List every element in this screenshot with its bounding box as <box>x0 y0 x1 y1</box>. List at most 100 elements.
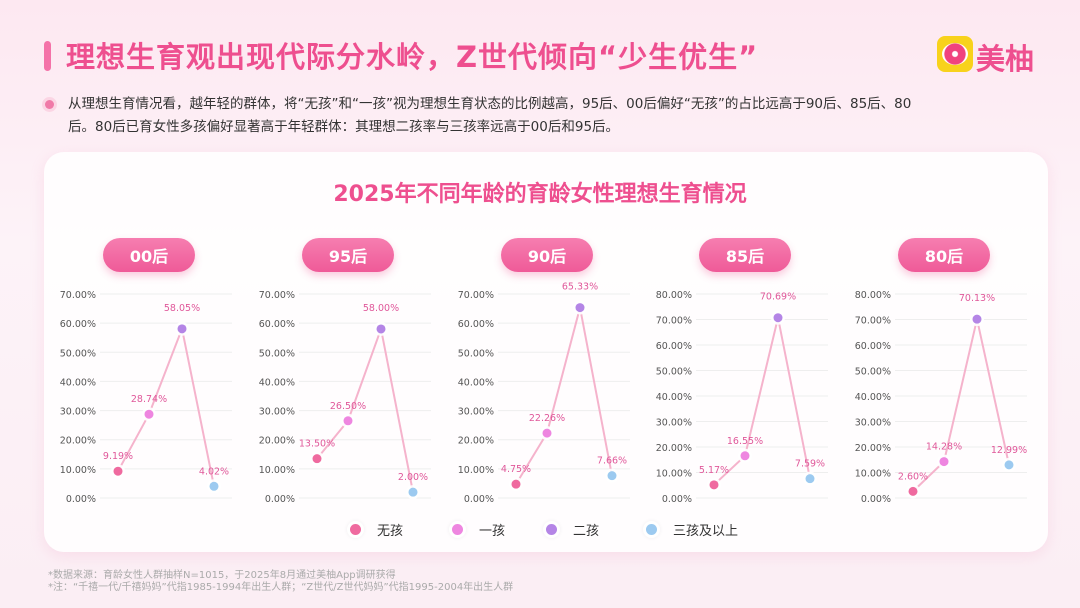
y-tick-label: 60.00% <box>656 341 692 352</box>
y-tick-label: 70.00% <box>60 290 96 301</box>
panel-label-3: 85后 <box>699 238 791 272</box>
y-tick-label: 50.00% <box>259 348 295 359</box>
y-tick-label: 50.00% <box>855 367 891 378</box>
title-accent-bar <box>44 41 51 71</box>
y-tick-label: 60.00% <box>259 319 295 330</box>
series-line <box>316 325 414 493</box>
data-label: 7.66% <box>597 456 627 467</box>
bullet-icon <box>45 100 54 109</box>
panel-label-0: 00后 <box>103 238 195 272</box>
y-tick-label: 50.00% <box>458 348 494 359</box>
data-label: 26.50% <box>330 401 366 412</box>
data-label: 16.55% <box>727 436 763 447</box>
y-tick-label: 80.00% <box>656 290 692 301</box>
legend-label: 无孩 <box>377 524 404 539</box>
series-line <box>912 318 1010 493</box>
y-tick-label: 50.00% <box>60 348 96 359</box>
legend-item-2: 二孩 <box>546 520 599 539</box>
y-tick-label: 20.00% <box>855 443 891 454</box>
data-point-二孩 <box>972 314 982 324</box>
y-tick-label: 40.00% <box>656 392 692 403</box>
y-tick-label: 40.00% <box>259 377 295 388</box>
data-point-无孩 <box>908 486 918 496</box>
data-point-一孩 <box>740 451 750 461</box>
y-tick-label: 0.00% <box>464 494 494 505</box>
y-tick-label: 50.00% <box>656 367 692 378</box>
y-tick-label: 70.00% <box>656 316 692 327</box>
series-line <box>713 317 811 486</box>
legend-dot-icon <box>350 524 361 535</box>
data-point-无孩 <box>312 454 322 464</box>
data-point-二孩 <box>376 324 386 334</box>
data-label: 5.17% <box>699 465 729 476</box>
data-point-无孩 <box>113 466 123 476</box>
y-tick-label: 10.00% <box>656 469 692 480</box>
data-label: 58.05% <box>164 303 200 314</box>
y-tick-label: 70.00% <box>458 290 494 301</box>
definition-note: *注：“千禧一代/千禧妈妈”代指1985-1994年出生人群；“Z世代/Z世代妈… <box>48 582 514 593</box>
y-tick-label: 60.00% <box>855 341 891 352</box>
line-chart-95后: 0.00% 10.00% 20.00% 30.00% 40.00% 50.00% 60.00… <box>259 290 431 505</box>
data-label: 58.00% <box>363 303 399 314</box>
data-point-一孩 <box>343 416 353 426</box>
data-point-三孩及以上 <box>408 487 418 497</box>
y-tick-label: 70.00% <box>259 290 295 301</box>
y-tick-label: 0.00% <box>662 494 692 505</box>
chart-title: 2025年不同年龄的育龄女性理想生育情况 <box>333 182 747 207</box>
data-label: 4.75% <box>501 464 531 475</box>
data-label: 22.26% <box>529 413 565 424</box>
legend-item-1: 一孩 <box>452 520 505 539</box>
data-point-三孩及以上 <box>607 471 617 481</box>
line-chart-85后: 0.00% 10.00% 20.00% 30.00% 40.00% 50.00% 60.00… <box>656 290 828 505</box>
data-label: 14.28% <box>926 442 962 453</box>
line-chart-80后: 0.00% 10.00% 20.00% 30.00% 40.00% 50.00% 60.00… <box>855 290 1027 505</box>
legend-dot-icon <box>646 524 657 535</box>
source-note: *数据来源：育龄女性人群抽样N=1015，于2025年8月通过美柚App调研获得 <box>48 570 396 581</box>
y-tick-label: 30.00% <box>855 418 891 429</box>
meetyou-logo <box>937 36 973 72</box>
brand-name: 美柚 <box>976 42 1035 76</box>
y-tick-label: 0.00% <box>265 494 295 505</box>
data-label: 65.33% <box>562 282 598 293</box>
legend-label: 二孩 <box>573 524 600 539</box>
y-tick-label: 30.00% <box>259 407 295 418</box>
data-label: 28.74% <box>131 394 167 405</box>
data-point-一孩 <box>939 457 949 467</box>
y-tick-label: 60.00% <box>458 319 494 330</box>
data-point-无孩 <box>511 479 521 489</box>
series-line <box>515 307 613 485</box>
data-label: 70.13% <box>959 293 995 304</box>
legend-item-3: 三孩及以上 <box>646 520 738 539</box>
y-tick-label: 10.00% <box>60 465 96 476</box>
line-chart-90后: 0.00% 10.00% 20.00% 30.00% 40.00% 50.00% 60.00… <box>458 282 630 505</box>
y-tick-label: 70.00% <box>855 316 891 327</box>
data-point-无孩 <box>709 480 719 490</box>
data-point-三孩及以上 <box>1004 460 1014 470</box>
data-label: 2.00% <box>398 472 428 483</box>
y-tick-label: 20.00% <box>458 436 494 447</box>
data-point-二孩 <box>177 324 187 334</box>
grapefruit-icon <box>942 43 968 65</box>
data-label: 12.99% <box>991 445 1027 456</box>
data-label: 7.59% <box>795 459 825 470</box>
description: 从理想生育情况看，越年轻的群体，将“无孩”和“一孩”视为理想生育状态的比例越高，… <box>68 96 912 135</box>
y-tick-label: 30.00% <box>656 418 692 429</box>
data-point-三孩及以上 <box>805 474 815 484</box>
data-label: 2.60% <box>898 471 928 482</box>
legend-dot-icon <box>452 524 463 535</box>
panel-label-4: 80后 <box>898 238 990 272</box>
series-line <box>117 325 215 487</box>
legend-label: 一孩 <box>479 524 506 539</box>
y-tick-label: 10.00% <box>259 465 295 476</box>
y-tick-label: 10.00% <box>855 469 891 480</box>
y-tick-label: 30.00% <box>60 407 96 418</box>
legend-dot-icon <box>546 524 557 535</box>
data-label: 13.50% <box>299 439 335 450</box>
legend-label: 三孩及以上 <box>673 524 739 539</box>
legend-item-0: 无孩 <box>350 520 403 539</box>
data-point-二孩 <box>575 303 585 313</box>
y-tick-label: 20.00% <box>656 443 692 454</box>
page-title: 理想生育观出现代际分水岭，Z世代倾向“少生优生” <box>66 40 759 74</box>
y-tick-label: 40.00% <box>855 392 891 403</box>
y-tick-label: 20.00% <box>60 436 96 447</box>
